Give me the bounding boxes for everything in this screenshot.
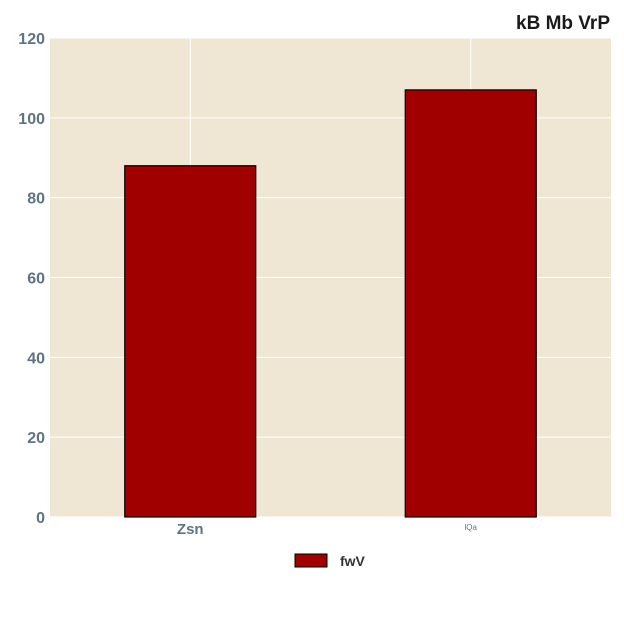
y-tick-label: 40: [27, 350, 45, 367]
bar-Zsn: [124, 165, 257, 518]
legend-label: fwV: [340, 553, 366, 569]
y-tick-label: 80: [27, 191, 45, 208]
chart-title: kB Mb VrP: [516, 13, 610, 34]
y-tick-label: 120: [18, 31, 45, 48]
legend-swatch: [294, 553, 328, 568]
y-axis-ticks: 0 20 40 60 80 100 120: [18, 31, 45, 527]
y-tick-label: 60: [27, 271, 45, 288]
y-tick-label: 100: [18, 111, 45, 128]
y-tick-label: 20: [27, 430, 45, 447]
x-tick-label: Zsn: [177, 521, 204, 538]
legend: fwV: [294, 553, 366, 569]
x-tick-label: lQa: [465, 523, 478, 532]
x-axis-ticks: Zsn lQa: [177, 521, 478, 538]
y-tick-label: 0: [36, 510, 45, 527]
bars: [124, 89, 537, 518]
bar-lQa: [404, 89, 537, 518]
